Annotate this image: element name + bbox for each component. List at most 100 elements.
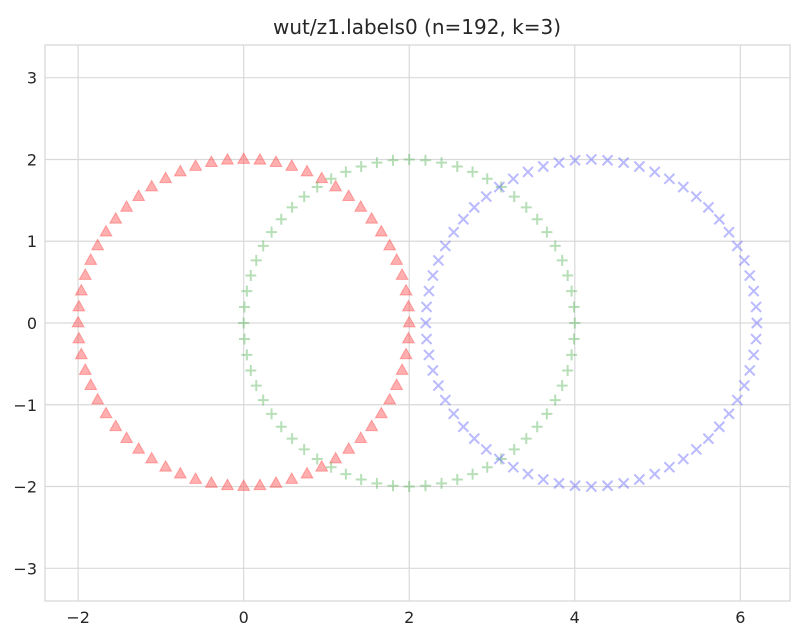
triangle-marker bbox=[300, 164, 314, 177]
y-tick-label: 3 bbox=[27, 69, 37, 88]
plus-marker bbox=[531, 213, 543, 225]
plus-marker bbox=[325, 173, 337, 185]
x-marker bbox=[432, 379, 445, 392]
plus-marker bbox=[566, 285, 578, 297]
x-marker bbox=[648, 468, 661, 480]
x-marker bbox=[420, 317, 432, 329]
triangle-marker bbox=[236, 479, 251, 491]
x-marker bbox=[738, 379, 750, 392]
plus-marker bbox=[286, 201, 298, 213]
plus-marker bbox=[508, 443, 520, 455]
plus-marker bbox=[371, 477, 383, 489]
x-marker bbox=[457, 421, 470, 433]
plus-marker bbox=[566, 349, 578, 361]
triangle-marker bbox=[188, 158, 203, 171]
plus-marker bbox=[387, 154, 399, 166]
triangle-marker bbox=[72, 331, 86, 344]
x-marker bbox=[427, 269, 439, 282]
x-marker bbox=[522, 166, 534, 178]
triangle-marker bbox=[173, 164, 188, 177]
x-marker bbox=[493, 181, 506, 193]
plus-marker bbox=[481, 173, 493, 185]
x-marker bbox=[569, 154, 581, 166]
x-marker bbox=[677, 453, 690, 465]
plus-marker bbox=[238, 301, 250, 313]
plus-marker bbox=[556, 380, 568, 392]
x-marker bbox=[731, 394, 744, 406]
plus-marker bbox=[340, 468, 352, 480]
x-marker bbox=[507, 173, 519, 185]
x-marker bbox=[713, 421, 726, 433]
y-tick-label: −1 bbox=[13, 396, 37, 415]
x-marker bbox=[457, 213, 470, 225]
x-marker bbox=[690, 190, 703, 203]
x-marker bbox=[617, 156, 630, 169]
plus-marker bbox=[298, 191, 310, 203]
triangle-marker bbox=[119, 431, 134, 444]
x-marker bbox=[702, 432, 715, 445]
x-marker bbox=[439, 394, 452, 406]
plus-marker bbox=[238, 333, 250, 345]
triangle-marker bbox=[315, 171, 329, 184]
triangle-marker bbox=[90, 392, 105, 405]
triangle-marker bbox=[131, 189, 146, 201]
triangle-marker bbox=[315, 459, 329, 472]
triangle-marker bbox=[402, 315, 416, 328]
plus-marker bbox=[286, 433, 298, 445]
triangle-marker bbox=[285, 158, 299, 171]
plus-marker bbox=[355, 161, 367, 173]
plus-marker bbox=[467, 468, 479, 480]
plus-marker bbox=[371, 157, 383, 169]
plus-marker bbox=[541, 226, 553, 238]
x-marker bbox=[585, 480, 598, 493]
plus-marker bbox=[451, 161, 463, 173]
triangle-marker bbox=[71, 315, 85, 328]
x-marker bbox=[420, 301, 433, 313]
x-tick-label: −2 bbox=[66, 608, 90, 627]
x-marker bbox=[585, 153, 598, 166]
triangle-marker bbox=[204, 155, 219, 168]
plus-marker bbox=[325, 461, 337, 473]
x-marker bbox=[744, 364, 756, 377]
triangle-marker bbox=[173, 466, 188, 479]
x-marker bbox=[423, 285, 435, 297]
plus-marker bbox=[436, 157, 448, 169]
triangle-marker bbox=[78, 268, 92, 280]
x-marker bbox=[553, 477, 565, 490]
triangle-marker bbox=[84, 378, 98, 390]
x-marker bbox=[723, 408, 735, 420]
plus-marker bbox=[311, 181, 323, 193]
triangle-marker bbox=[399, 347, 413, 360]
triangle-marker bbox=[364, 211, 379, 224]
plus-marker bbox=[245, 364, 257, 376]
plus-marker bbox=[403, 481, 415, 493]
plus-marker bbox=[569, 317, 581, 329]
x-marker bbox=[480, 443, 493, 456]
grid bbox=[45, 45, 790, 601]
x-marker bbox=[480, 190, 493, 203]
triangle-marker bbox=[144, 451, 159, 464]
triangle-marker bbox=[341, 189, 356, 201]
plus-marker bbox=[562, 270, 574, 282]
triangle-marker bbox=[389, 378, 404, 390]
y-tick-label: 0 bbox=[27, 314, 37, 333]
triangle-marker bbox=[401, 299, 416, 312]
x-marker bbox=[537, 160, 549, 173]
triangle-marker bbox=[399, 283, 413, 296]
plus-marker bbox=[562, 364, 574, 376]
plus-marker bbox=[451, 473, 463, 485]
x-marker bbox=[750, 301, 762, 313]
x-marker bbox=[663, 461, 676, 473]
x-marker bbox=[617, 477, 630, 490]
x-marker bbox=[569, 480, 581, 492]
plus-marker bbox=[241, 285, 253, 297]
triangle-marker bbox=[99, 406, 113, 419]
chart-title: wut/z1.labels0 (n=192, k=3) bbox=[273, 15, 561, 39]
triangle-marker bbox=[382, 238, 397, 251]
x-marker bbox=[601, 480, 614, 492]
plus-marker bbox=[467, 166, 479, 178]
x-tick-label: 4 bbox=[570, 608, 580, 627]
plus-marker bbox=[275, 421, 287, 433]
triangle-marker bbox=[269, 155, 283, 168]
y-tick-label: 1 bbox=[27, 232, 37, 251]
